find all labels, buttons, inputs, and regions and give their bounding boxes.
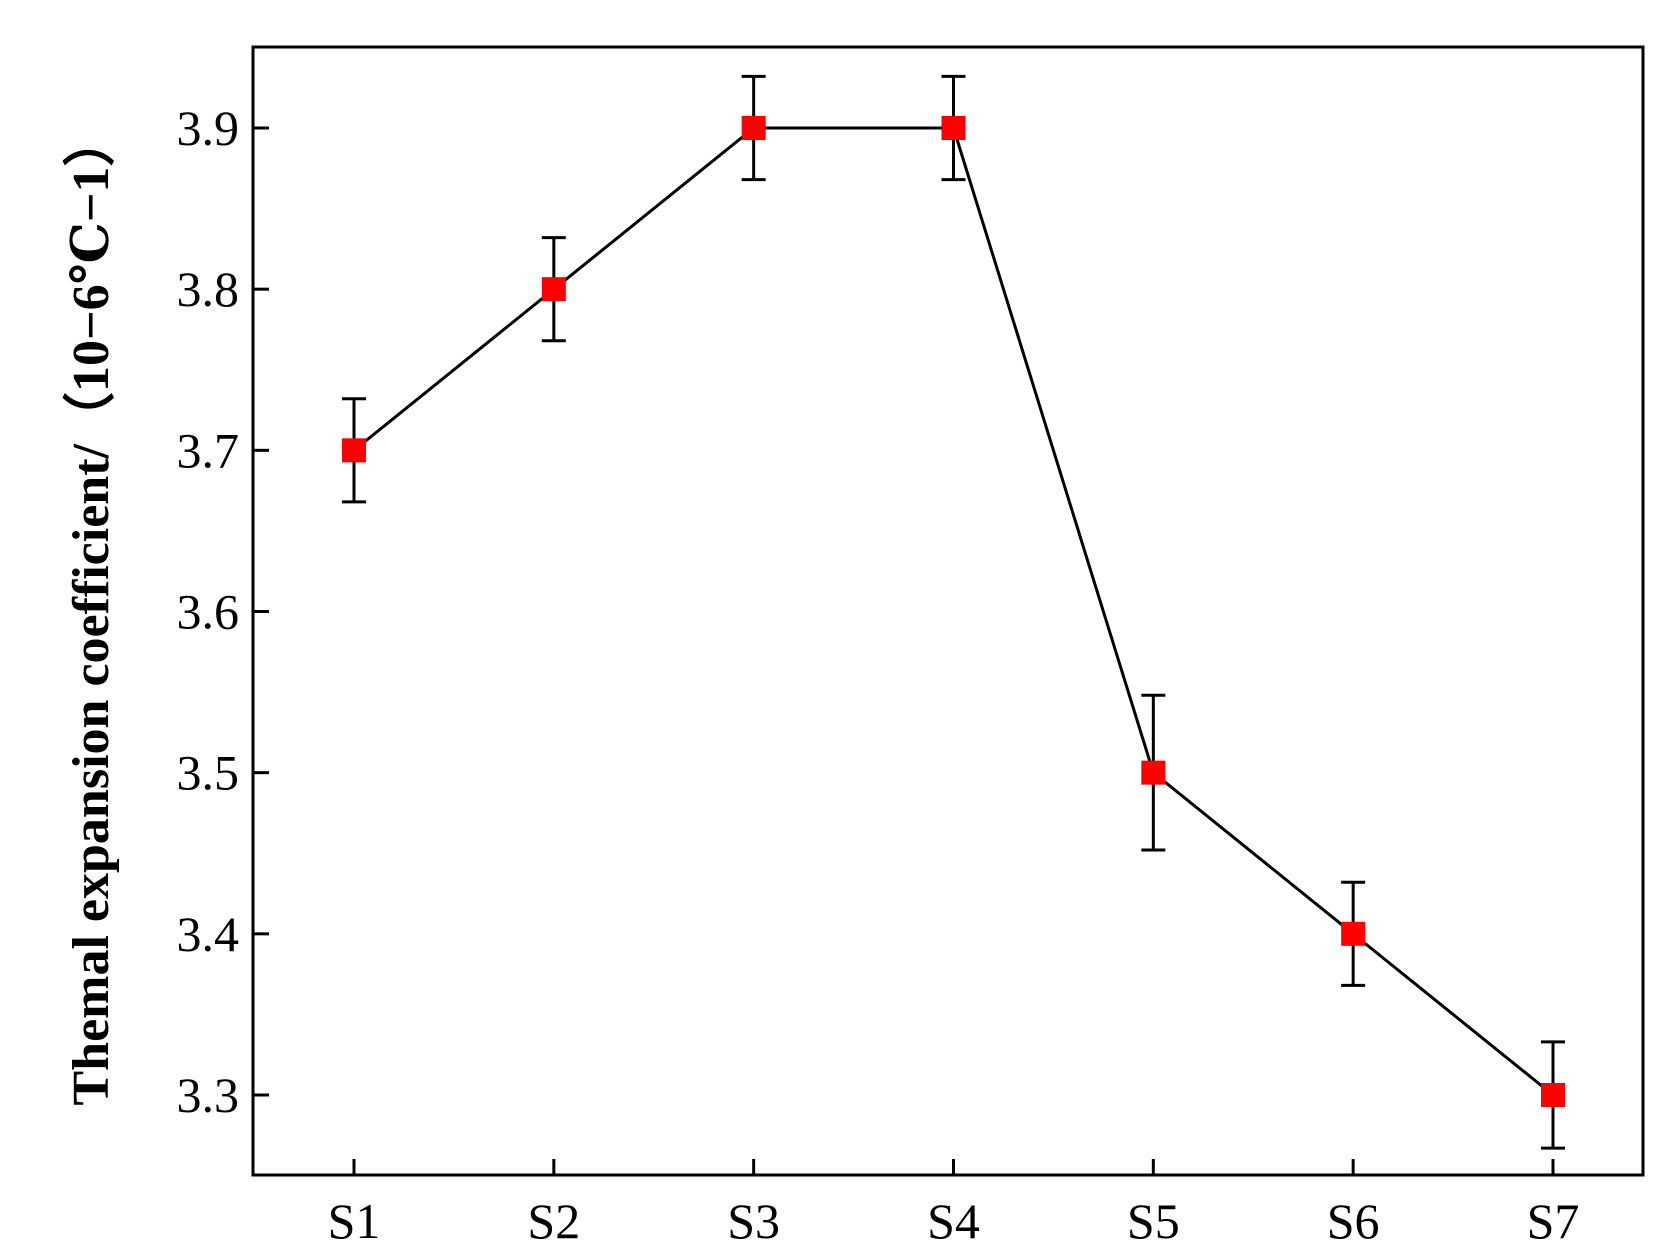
series-line	[353, 126, 1554, 1097]
data-point-marker	[1541, 1083, 1565, 1107]
y-tick-label: 3.3	[177, 1067, 240, 1123]
data-point-marker	[342, 438, 366, 463]
y-tick-label: 3.4	[177, 906, 240, 962]
x-axis: S1 S2 S3 S4 S5 S6 S7	[328, 1159, 1580, 1249]
y-tick-label: 3.9	[177, 100, 240, 156]
x-tick-label: S2	[527, 1193, 580, 1249]
plot-frame	[251, 45, 1645, 1177]
y-tick-label: 3.6	[177, 584, 240, 640]
y-tick-label: 3.8	[177, 261, 240, 317]
y-tick-label: 3.7	[177, 422, 240, 478]
y-axis: 3.3 3.4 3.5 3.6 3.7 3.8 3.9	[177, 100, 269, 1123]
data-point-marker	[941, 116, 966, 140]
x-tick-label: S7	[1527, 1193, 1580, 1249]
x-tick-label: S1	[328, 1193, 381, 1249]
data-point-marker	[741, 116, 766, 140]
data-point-marker	[1341, 921, 1366, 946]
series-layer	[342, 74, 1565, 1150]
x-tick-label: S4	[927, 1193, 980, 1249]
x-tick-label: S5	[1127, 1193, 1180, 1249]
y-axis-title: Themal expansion coefficient/（10−6℃−1）	[62, 114, 120, 1105]
x-tick-label: S3	[727, 1193, 780, 1249]
data-point-marker	[1141, 760, 1166, 785]
data-point-marker	[541, 277, 566, 302]
y-tick-label: 3.5	[177, 745, 240, 801]
x-tick-label: S6	[1327, 1193, 1380, 1249]
